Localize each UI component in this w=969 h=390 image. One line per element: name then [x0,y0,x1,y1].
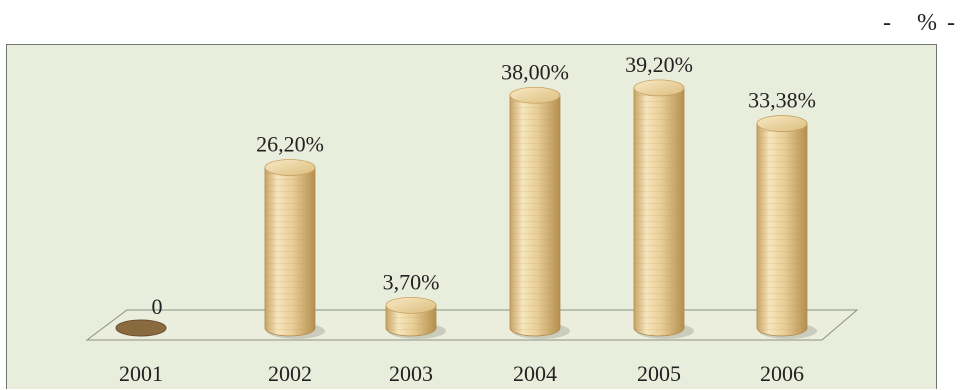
bar-2004 [509,86,570,339]
data-label-2001: 0 [152,294,163,319]
chart-floor [85,309,859,341]
category-label-2001: 2001 [119,361,163,386]
cylinder-bar-chart: 0 26,20% 3,70% 38,00% 39,20% 33,38% 2001 2002 2… [85,52,859,386]
bar-2002 [264,159,325,339]
bar-2006 [756,115,817,339]
bar-2003 [385,296,446,339]
data-label-2004: 38,00% [501,59,569,84]
data-label-2005: 39,20% [625,52,693,77]
bar-2005 [633,79,694,339]
bar-2001 [115,319,167,337]
category-label-2004: 2004 [513,361,557,386]
data-label-2006: 33,38% [748,88,816,113]
unit-label: - % - [883,10,957,36]
category-label-2006: 2006 [760,361,804,386]
data-label-2003: 3,70% [383,269,440,294]
category-label-2005: 2005 [637,361,681,386]
category-label-2003: 2003 [389,361,433,386]
data-label-2002: 26,20% [256,132,324,157]
category-label-2002: 2002 [268,361,312,386]
chart-area: 0 26,20% 3,70% 38,00% 39,20% 33,38% 2001 2002 2… [6,44,937,389]
